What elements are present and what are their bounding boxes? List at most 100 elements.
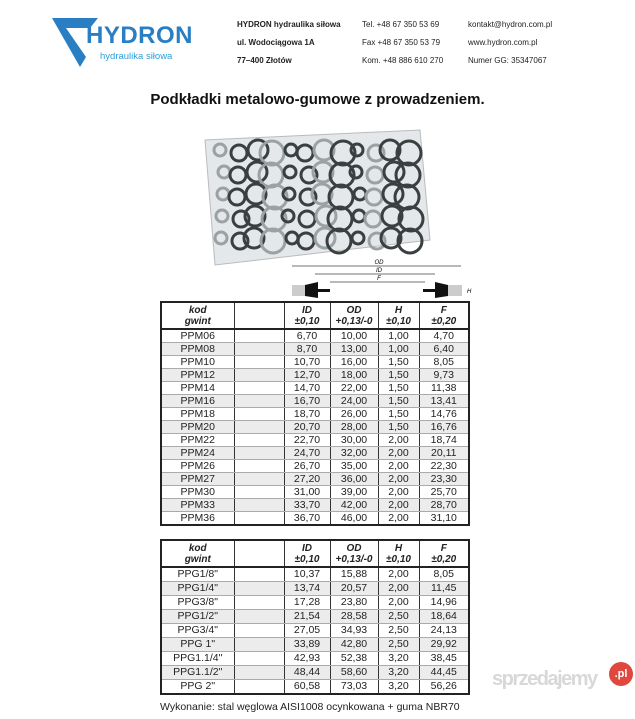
table-cell: 29,92 bbox=[418, 637, 470, 652]
table-cell bbox=[233, 665, 285, 680]
h-label: H bbox=[467, 289, 472, 295]
table-cell: 1,00 bbox=[377, 329, 420, 343]
column-header: kod gwint bbox=[160, 302, 235, 330]
washer-ring bbox=[325, 227, 353, 255]
table-cell: PPG1/2" bbox=[160, 609, 235, 624]
street: ul. Wodociągowa 1A bbox=[237, 38, 315, 47]
washer-ring bbox=[260, 205, 288, 233]
material-note: Wykonanie: stal węglowa AISI1008 ocynkow… bbox=[160, 701, 460, 713]
washer-ring bbox=[329, 139, 357, 167]
washer-ring bbox=[349, 142, 365, 158]
website-link[interactable]: www.hydron.com.pl bbox=[468, 38, 538, 47]
page-title: Podkładki metalowo-gumowe z prowadzeniem… bbox=[150, 91, 485, 108]
table-cell: 2,50 bbox=[377, 623, 420, 638]
washer-ring bbox=[397, 205, 425, 233]
email-link[interactable]: kontakt@hydron.com.pl bbox=[468, 20, 553, 29]
header-line: H bbox=[394, 542, 403, 554]
column-header bbox=[233, 302, 285, 330]
table-cell bbox=[233, 472, 285, 486]
table-cell: 42,93 bbox=[283, 651, 331, 666]
table-cell: 2,00 bbox=[377, 485, 420, 499]
table-cell: 2,00 bbox=[377, 567, 420, 582]
table-cell: 16,00 bbox=[329, 355, 379, 369]
header-line: F bbox=[440, 304, 447, 316]
table-cell: 2,00 bbox=[377, 433, 420, 447]
table-cell: 8,05 bbox=[418, 567, 470, 582]
table-cell: 1,50 bbox=[377, 381, 420, 395]
table-cell: 2,00 bbox=[377, 511, 420, 526]
table-cell: PPG 2" bbox=[160, 679, 235, 695]
table-cell: PPM36 bbox=[160, 511, 235, 526]
column-header bbox=[233, 540, 285, 568]
table-cell: 8,05 bbox=[418, 355, 470, 369]
washer-ring bbox=[395, 139, 423, 167]
table-cell: 14,76 bbox=[418, 407, 470, 421]
table-cell: PPG1.1/4" bbox=[160, 651, 235, 666]
logo-tagline: hydraulika siłowa bbox=[100, 51, 173, 62]
table-cell: PPM27 bbox=[160, 472, 235, 486]
table-cell: 2,00 bbox=[377, 472, 420, 486]
table-cell: 2,50 bbox=[377, 609, 420, 624]
washer-ring bbox=[378, 138, 402, 162]
column-header: F ±0,20 bbox=[418, 302, 470, 330]
table-cell bbox=[233, 485, 285, 499]
table-cell: 20,70 bbox=[283, 420, 331, 434]
table-row: PPM36 36,70 46,00 2,00 31,10 bbox=[160, 511, 470, 526]
table-cell: 16,70 bbox=[283, 394, 331, 408]
table-cell bbox=[233, 595, 285, 610]
table-cell: 18,70 bbox=[283, 407, 331, 421]
table-cell: 15,88 bbox=[329, 567, 379, 582]
table-cell: 24,70 bbox=[283, 446, 331, 460]
table-cell bbox=[233, 609, 285, 624]
table-row: PPG3/4" 27,05 34,93 2,50 24,13 bbox=[160, 623, 470, 638]
table-row: PPM20 20,70 28,00 1,50 16,76 bbox=[160, 420, 470, 434]
table-cell: 22,00 bbox=[329, 381, 379, 395]
header-line: ID bbox=[302, 304, 312, 316]
table-cell: 31,10 bbox=[418, 511, 470, 526]
header-line: ±0,10 bbox=[386, 315, 411, 327]
gg-number: Numer GG: 35347067 bbox=[468, 56, 547, 65]
table-cell: 48,44 bbox=[283, 665, 331, 680]
table-header-row: kod gwint ID ±0,10 OD +0,13/-0 H ±0,10 F ±0,20 bbox=[160, 302, 470, 330]
table-cell: 13,00 bbox=[329, 342, 379, 356]
company-address: HYDRON hydraulika siłowa ul. Wodociągowa… bbox=[237, 19, 341, 66]
table-cell: 38,45 bbox=[418, 651, 470, 666]
header-line bbox=[235, 305, 283, 316]
washer-ring bbox=[259, 227, 287, 255]
washer-ring bbox=[212, 142, 228, 158]
washer-ring bbox=[245, 160, 269, 184]
table-row: PPG 1" 33,89 42,80 2,50 29,92 bbox=[160, 637, 470, 652]
table-cell: 20,11 bbox=[418, 446, 470, 460]
table-cell: 1,50 bbox=[377, 368, 420, 382]
od-label: OD bbox=[375, 260, 385, 266]
table-row: PPG3/8" 17,28 23,80 2,00 14,96 bbox=[160, 595, 470, 610]
table-cell: 46,00 bbox=[329, 511, 379, 526]
header-line: ±0,20 bbox=[431, 315, 457, 327]
table-cell: PPG1/4" bbox=[160, 581, 235, 596]
washer-ring bbox=[281, 186, 297, 202]
header-line: gwint bbox=[184, 315, 211, 327]
phone: Tel. +48 67 350 53 69 bbox=[362, 20, 440, 29]
washer-ring bbox=[261, 183, 289, 211]
header-line: gwint bbox=[184, 553, 211, 565]
washer-ring bbox=[298, 187, 318, 207]
table-cell: PPM24 bbox=[160, 446, 235, 460]
washer-ring bbox=[314, 204, 338, 228]
table-cell: 4,70 bbox=[418, 329, 470, 343]
table-cell: 26,70 bbox=[283, 459, 331, 473]
table-cell bbox=[233, 581, 285, 596]
table-cell: 35,00 bbox=[329, 459, 379, 473]
table-cell: 13,74 bbox=[283, 581, 331, 596]
logo-triangle-icon bbox=[52, 18, 98, 67]
table-cell: 20,57 bbox=[329, 581, 379, 596]
table-row: PPG1/8" 10,37 15,88 2,00 8,05 bbox=[160, 567, 470, 582]
table-cell: 2,00 bbox=[377, 459, 420, 473]
table-cell: PPM08 bbox=[160, 342, 235, 356]
washer-ring bbox=[348, 164, 364, 180]
table-header-row: kod gwint ID ±0,10 OD +0,13/-0 H ±0,10 F ±0,20 bbox=[160, 540, 470, 568]
header-line: kod bbox=[188, 304, 207, 316]
table-cell bbox=[233, 355, 285, 369]
table-cell bbox=[233, 381, 285, 395]
table-cell bbox=[233, 446, 285, 460]
washer-ring bbox=[280, 208, 296, 224]
